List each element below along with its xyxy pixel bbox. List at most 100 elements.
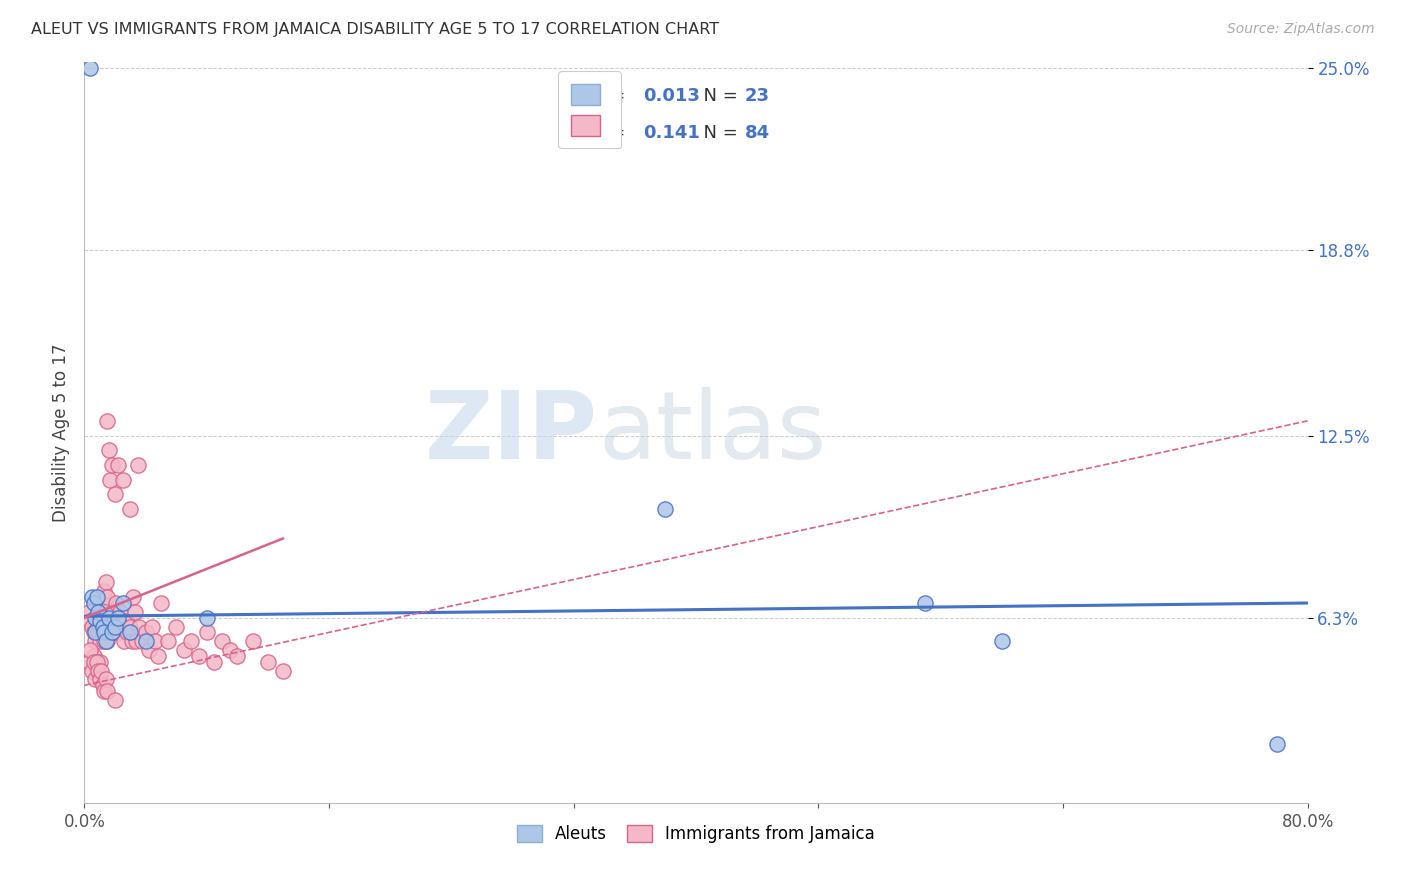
Point — [94, 673, 117, 687]
Point — [93, 584, 115, 599]
Point — [94, 575, 117, 590]
Point — [90, 664, 112, 678]
Text: 0.141: 0.141 — [644, 124, 700, 142]
Point — [93, 634, 115, 648]
Point — [135, 625, 157, 640]
Text: 0.013: 0.013 — [644, 87, 700, 104]
Point — [120, 619, 142, 633]
Point — [84, 625, 107, 640]
Point — [98, 625, 121, 640]
Point — [104, 619, 127, 633]
Point — [101, 458, 124, 472]
Point — [93, 684, 115, 698]
Point — [138, 643, 160, 657]
Point — [89, 619, 111, 633]
Point — [143, 634, 166, 648]
Point — [93, 625, 115, 640]
Point — [914, 596, 936, 610]
Text: Source: ZipAtlas.com: Source: ZipAtlas.com — [1227, 22, 1375, 37]
Point — [115, 625, 138, 640]
Point — [89, 655, 111, 669]
Point — [107, 625, 129, 640]
Point — [89, 673, 111, 687]
Point — [108, 605, 131, 619]
Point — [91, 678, 114, 692]
Point — [131, 634, 153, 648]
Point — [91, 619, 114, 633]
Point — [128, 619, 150, 633]
Point — [180, 634, 202, 648]
Point — [79, 62, 101, 76]
Point — [195, 625, 218, 640]
Point — [991, 634, 1014, 648]
Point — [654, 502, 676, 516]
Point — [111, 473, 134, 487]
Point — [96, 634, 118, 648]
Text: R =: R = — [592, 124, 631, 142]
Point — [105, 625, 128, 640]
Point — [127, 458, 149, 472]
Point — [110, 619, 132, 633]
Point — [97, 614, 120, 628]
Text: R =: R = — [592, 87, 631, 104]
Text: 23: 23 — [745, 87, 770, 104]
Point — [91, 596, 114, 610]
Point — [125, 634, 148, 648]
Point — [96, 684, 118, 698]
Point — [94, 634, 117, 648]
Point — [107, 458, 129, 472]
Point — [122, 590, 145, 604]
Point — [104, 619, 127, 633]
Point — [96, 414, 118, 428]
Point — [87, 664, 110, 678]
Point — [114, 614, 136, 628]
Point — [87, 625, 110, 640]
Point — [226, 648, 249, 663]
Text: 84: 84 — [745, 124, 770, 142]
Point — [103, 605, 125, 619]
Point — [257, 655, 280, 669]
Point — [146, 648, 169, 663]
Point — [165, 619, 187, 633]
Point — [111, 596, 134, 610]
Point — [91, 614, 114, 628]
Point — [188, 648, 211, 663]
Point — [84, 610, 107, 624]
Point — [87, 605, 110, 619]
Point — [83, 655, 105, 669]
Point — [120, 625, 142, 640]
Point — [107, 610, 129, 624]
Point — [121, 634, 143, 648]
Point — [96, 590, 118, 604]
Point — [83, 648, 105, 663]
Legend: Aleuts, Immigrants from Jamaica: Aleuts, Immigrants from Jamaica — [510, 819, 882, 850]
Point — [149, 596, 172, 610]
Point — [86, 610, 108, 624]
Point — [90, 605, 112, 619]
Point — [104, 693, 127, 707]
Point — [173, 643, 195, 657]
Text: N =: N = — [692, 124, 744, 142]
Point — [124, 605, 146, 619]
Point — [94, 625, 117, 640]
Text: ZIP: ZIP — [425, 386, 598, 479]
Point — [77, 655, 100, 669]
Point — [218, 643, 240, 657]
Point — [103, 625, 125, 640]
Point — [98, 473, 121, 487]
Point — [80, 619, 103, 633]
Point — [104, 487, 127, 501]
Point — [79, 614, 101, 628]
Point — [195, 610, 218, 624]
Text: N =: N = — [692, 87, 744, 104]
Point — [105, 596, 128, 610]
Y-axis label: Disability Age 5 to 17: Disability Age 5 to 17 — [52, 343, 70, 522]
Point — [141, 619, 163, 633]
Point — [86, 590, 108, 604]
Point — [84, 634, 107, 648]
Point — [135, 634, 157, 648]
Point — [202, 655, 225, 669]
Point — [86, 655, 108, 669]
Point — [83, 596, 105, 610]
Point — [271, 664, 294, 678]
